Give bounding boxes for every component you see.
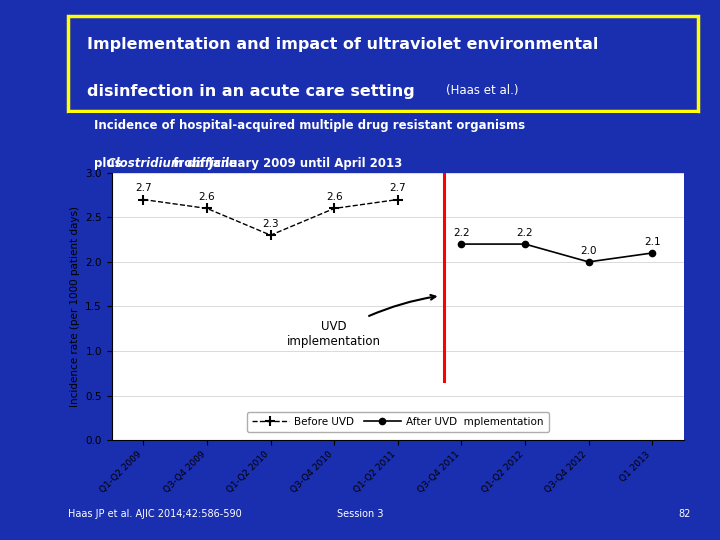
Text: Implementation and impact of ultraviolet environmental: Implementation and impact of ultraviolet… [87,37,598,52]
Before UVD [266,232,275,239]
Before UVD [393,197,402,203]
Text: 2.1: 2.1 [644,237,660,247]
Text: plus: plus [94,157,125,170]
Before UVD [203,205,212,212]
Legend: Before UVD, After UVD  mplementation: Before UVD, After UVD mplementation [247,412,549,432]
Text: 2.2: 2.2 [453,228,469,238]
Text: disinfection in an acute care setting: disinfection in an acute care setting [87,84,415,99]
Text: 82: 82 [679,509,691,519]
Line: After UVD  mplementation: After UVD mplementation [458,241,655,265]
Text: 2.6: 2.6 [199,192,215,202]
Text: 2.3: 2.3 [262,219,279,229]
Line: Before UVD: Before UVD [138,194,402,240]
Text: 2.7: 2.7 [390,183,406,193]
Y-axis label: Incidence rate (per 1000 patient days): Incidence rate (per 1000 patient days) [70,206,80,407]
Text: Haas JP et al. AJIC 2014;42:586-590: Haas JP et al. AJIC 2014;42:586-590 [68,509,242,519]
Text: Clostridium difficile: Clostridium difficile [107,157,238,170]
Text: Session 3: Session 3 [337,509,383,519]
Text: 2.0: 2.0 [580,246,597,255]
After UVD  mplementation [584,259,593,265]
Text: from January 2009 until April 2013: from January 2009 until April 2013 [169,157,402,170]
Text: 2.7: 2.7 [135,183,152,193]
Text: (Haas et al.): (Haas et al.) [446,84,519,97]
Before UVD [330,205,338,212]
After UVD  mplementation [457,241,466,247]
After UVD  mplementation [521,241,529,247]
Text: UVD
implementation: UVD implementation [287,295,436,348]
Text: Incidence of hospital-acquired multiple drug resistant organisms: Incidence of hospital-acquired multiple … [94,119,525,132]
Text: 2.6: 2.6 [326,192,343,202]
Text: 2.2: 2.2 [517,228,534,238]
After UVD  mplementation [648,249,657,256]
Before UVD [139,197,148,203]
